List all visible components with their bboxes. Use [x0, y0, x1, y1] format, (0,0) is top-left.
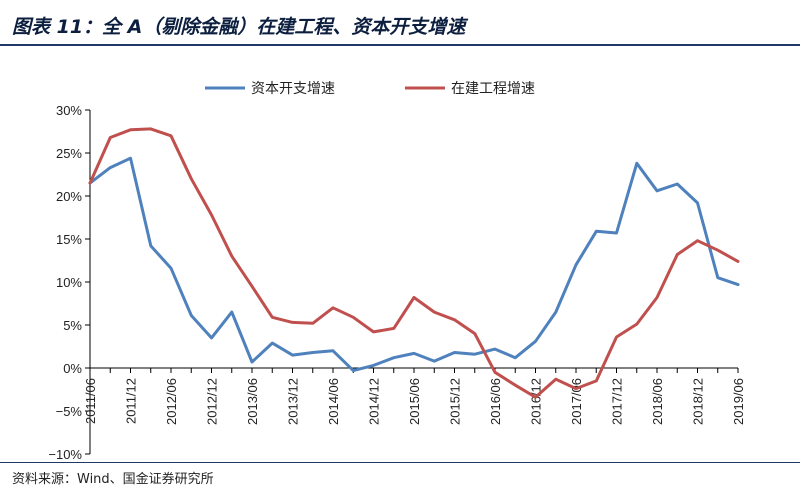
- page-title: 图表 11：全 A（剔除金融）在建工程、资本开支增速: [12, 16, 466, 38]
- title-divider: [0, 44, 800, 46]
- series-line-1: [88, 127, 740, 399]
- y-axis: 30% 25% 20% 15% 10% 5% 0% −5% −10%: [48, 103, 91, 462]
- x-tick-label: 2011/06: [83, 378, 98, 424]
- y-tick-label: −5%: [56, 404, 83, 419]
- footer-divider: [0, 462, 800, 463]
- series-layer: [88, 127, 740, 399]
- x-tick-label: 2014/06: [326, 378, 341, 425]
- y-tick-label: 25%: [56, 146, 82, 161]
- x-tick-label: 2013/06: [245, 378, 260, 425]
- y-tick-label: −10%: [48, 447, 82, 462]
- x-tick-label: 2015/12: [448, 378, 463, 425]
- x-tick-label: 2015/06: [407, 378, 422, 425]
- x-tick-label: 2012/06: [164, 378, 179, 425]
- y-tick-label: 20%: [56, 189, 82, 204]
- x-tick-label: 2012/12: [205, 378, 220, 425]
- x-tick-label: 2016/06: [488, 378, 503, 425]
- x-axis: 2011/06 2011/12 2012/06 2012/12 2013/06 2013/…: [83, 367, 746, 425]
- y-tick-label: 5%: [63, 318, 82, 333]
- series-line-0: [88, 156, 740, 373]
- x-tick-label: 2014/12: [367, 378, 382, 425]
- y-tick-label: 15%: [56, 232, 82, 247]
- x-tick-label: 2016/12: [529, 378, 544, 425]
- x-tick-label: 2019/06: [731, 378, 746, 425]
- legend-label: 在建工程增速: [451, 81, 535, 97]
- legend: 资本开支增速 在建工程增速: [205, 81, 535, 97]
- y-tick-label: 0%: [63, 361, 82, 376]
- y-tick-label: 10%: [56, 275, 82, 290]
- x-tick-label: 2017/06: [569, 378, 584, 425]
- source-note: 资料来源：Wind、国金证券研究所: [12, 472, 214, 487]
- x-tick-label: 2013/12: [286, 378, 301, 425]
- x-tick-label: 2011/12: [124, 378, 139, 424]
- legend-label: 资本开支增速: [251, 81, 335, 97]
- x-tick-label: 2018/06: [650, 378, 665, 425]
- x-tick-label: 2017/12: [610, 378, 625, 425]
- x-tick-label: 2018/12: [691, 378, 706, 425]
- y-tick-label: 30%: [56, 103, 82, 118]
